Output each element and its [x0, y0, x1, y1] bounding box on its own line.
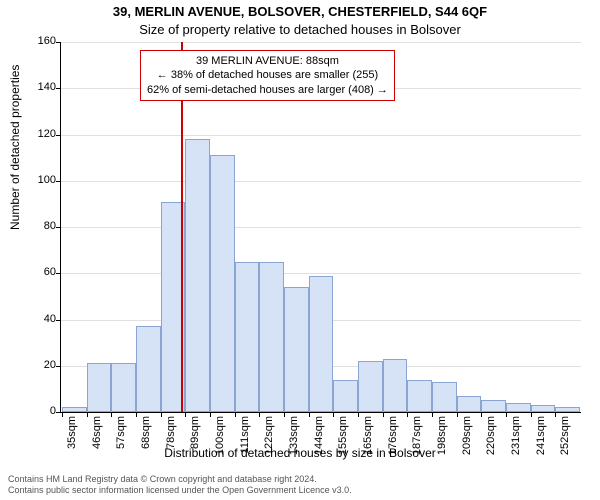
- annotation-line: ← 38% of detached houses are smaller (25…: [147, 68, 388, 82]
- chart: 02040608010012014016035sqm46sqm57sqm68sq…: [60, 42, 580, 412]
- histogram-bar: [407, 380, 432, 412]
- xtick-mark: [136, 412, 137, 417]
- ytick-mark: [56, 273, 61, 274]
- histogram-bar: [555, 407, 580, 412]
- xtick-mark: [555, 412, 556, 417]
- annotation-line: 39 MERLIN AVENUE: 88sqm: [147, 54, 388, 68]
- xtick-mark: [62, 412, 63, 417]
- ytick-mark: [56, 135, 61, 136]
- xtick-mark: [185, 412, 186, 417]
- histogram-bar: [185, 139, 210, 412]
- footer-line: Contains HM Land Registry data © Crown c…: [8, 474, 352, 485]
- y-axis-label: Number of detached properties: [8, 65, 22, 230]
- ytick-label: 100: [26, 174, 56, 186]
- ytick-label: 40: [26, 313, 56, 325]
- xtick-mark: [210, 412, 211, 417]
- gridline: [61, 181, 581, 182]
- xtick-mark: [259, 412, 260, 417]
- ytick-mark: [56, 88, 61, 89]
- xtick-mark: [407, 412, 408, 417]
- ytick-label: 120: [26, 128, 56, 140]
- xtick-mark: [235, 412, 236, 417]
- footer-line: Contains public sector information licen…: [8, 485, 352, 496]
- ytick-label: 0: [26, 405, 56, 417]
- histogram-bar: [87, 363, 112, 412]
- histogram-bar: [136, 326, 161, 412]
- ytick-label: 80: [26, 220, 56, 232]
- ytick-mark: [56, 42, 61, 43]
- gridline: [61, 42, 581, 43]
- title-address: 39, MERLIN AVENUE, BOLSOVER, CHESTERFIEL…: [0, 4, 600, 19]
- histogram-bar: [506, 403, 531, 412]
- xtick-mark: [161, 412, 162, 417]
- histogram-bar: [259, 262, 284, 412]
- xtick-mark: [87, 412, 88, 417]
- xtick-mark: [531, 412, 532, 417]
- x-axis-label: Distribution of detached houses by size …: [0, 446, 600, 460]
- ytick-mark: [56, 181, 61, 182]
- ytick-mark: [56, 366, 61, 367]
- xtick-mark: [284, 412, 285, 417]
- histogram-bar: [62, 407, 87, 412]
- xtick-mark: [383, 412, 384, 417]
- title-subtitle: Size of property relative to detached ho…: [0, 22, 600, 37]
- ytick-mark: [56, 227, 61, 228]
- histogram-bar: [333, 380, 358, 412]
- histogram-bar: [481, 400, 506, 412]
- histogram-bar: [358, 361, 383, 412]
- histogram-bar: [210, 155, 235, 412]
- histogram-bar: [111, 363, 136, 412]
- gridline: [61, 273, 581, 274]
- annotation-line: 62% of semi-detached houses are larger (…: [147, 83, 388, 97]
- ytick-label: 140: [26, 81, 56, 93]
- histogram-bar: [235, 262, 260, 412]
- footer-attribution: Contains HM Land Registry data © Crown c…: [8, 474, 352, 496]
- histogram-bar: [383, 359, 408, 412]
- ytick-mark: [56, 412, 61, 413]
- histogram-bar: [457, 396, 482, 412]
- xtick-mark: [333, 412, 334, 417]
- annotation-box: 39 MERLIN AVENUE: 88sqm ← 38% of detache…: [140, 50, 395, 101]
- xtick-mark: [481, 412, 482, 417]
- ytick-label: 20: [26, 359, 56, 371]
- histogram-bar: [284, 287, 309, 412]
- xtick-mark: [506, 412, 507, 417]
- gridline: [61, 227, 581, 228]
- histogram-bar: [432, 382, 457, 412]
- xtick-mark: [309, 412, 310, 417]
- gridline: [61, 135, 581, 136]
- ytick-label: 160: [26, 35, 56, 47]
- xtick-mark: [432, 412, 433, 417]
- xtick-mark: [111, 412, 112, 417]
- histogram-bar: [531, 405, 556, 412]
- histogram-bar: [309, 276, 334, 412]
- ytick-label: 60: [26, 266, 56, 278]
- ytick-mark: [56, 320, 61, 321]
- xtick-mark: [457, 412, 458, 417]
- xtick-mark: [358, 412, 359, 417]
